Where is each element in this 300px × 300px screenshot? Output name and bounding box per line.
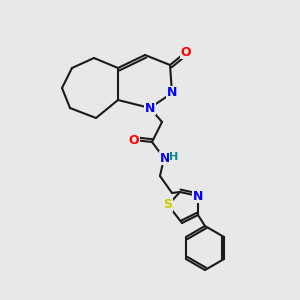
Text: O: O: [181, 46, 191, 59]
Text: N: N: [167, 86, 177, 100]
Text: N: N: [193, 190, 203, 202]
Text: H: H: [169, 152, 178, 162]
Text: N: N: [145, 101, 155, 115]
Text: S: S: [164, 199, 172, 212]
Text: N: N: [160, 152, 170, 164]
Text: O: O: [129, 134, 139, 146]
